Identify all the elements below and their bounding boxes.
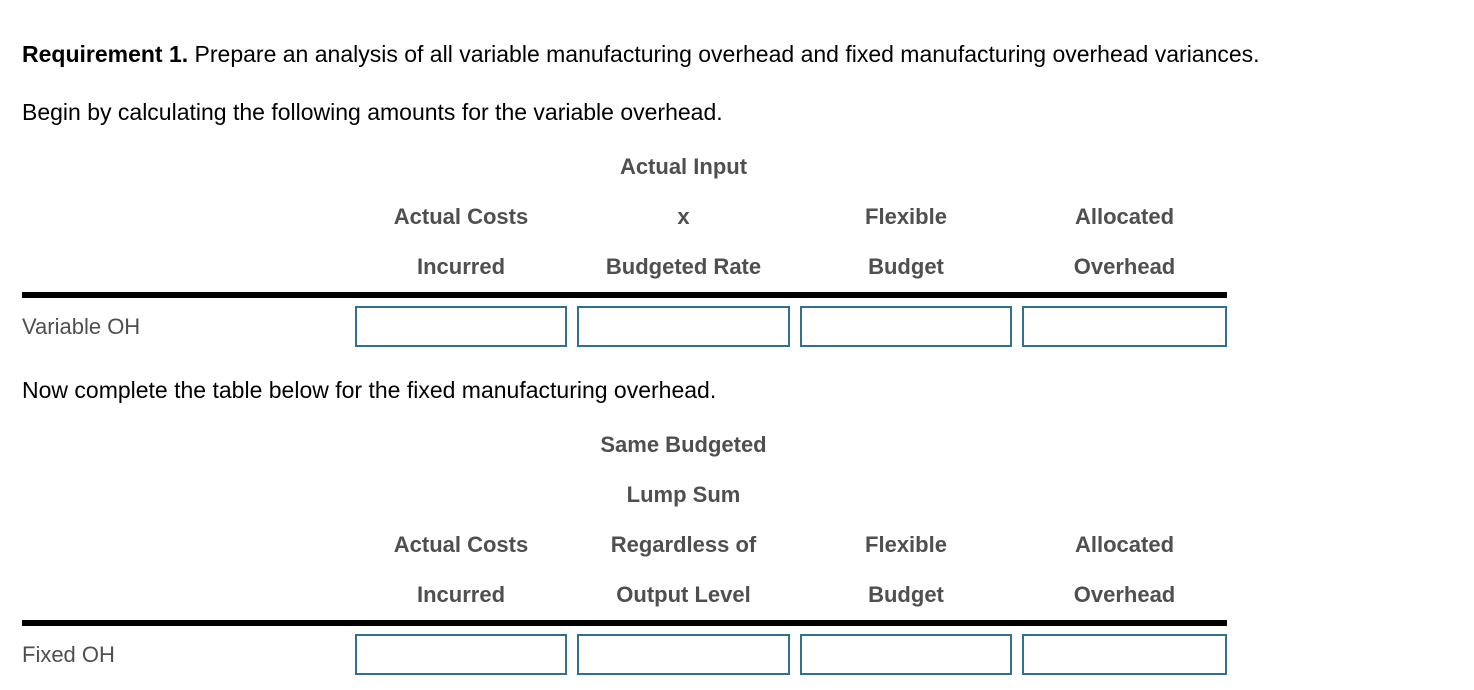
fixed-oh-row: Fixed OH [22, 634, 1227, 675]
fixed-col-same-budgeted-lump-sum: Same Budgeted Lump Sum Regardless of Out… [577, 420, 790, 620]
variable-oh-allocated-overhead-input[interactable] [1022, 306, 1227, 347]
row-label-variable-oh: Variable OH [22, 313, 141, 339]
fixed-oh-allocated-overhead-input[interactable] [1022, 634, 1227, 675]
requirement-text: Prepare an analysis of all variable manu… [194, 41, 1260, 67]
header-line: Flexible [865, 532, 947, 557]
header-line: Same Budgeted [600, 432, 767, 457]
requirement-line: Requirement 1. Prepare an analysis of al… [22, 40, 1474, 68]
variable-input-cell [1022, 306, 1227, 347]
header-line: Incurred [416, 582, 506, 607]
header-line: Allocated [1074, 204, 1175, 229]
fixed-oh-flexible-budget-input[interactable] [800, 634, 1012, 675]
header-line: Budget [868, 582, 944, 607]
variable-oh-actual-costs-incurred-input[interactable] [355, 306, 567, 347]
header-line: x [677, 204, 690, 229]
header-line: Overhead [1073, 582, 1176, 607]
requirement-label: Requirement 1. [22, 41, 189, 67]
header-line: Lump Sum [626, 482, 741, 507]
variable-input-cell [355, 306, 567, 347]
fixed-col-allocated-overhead: Allocated Overhead [1022, 520, 1227, 620]
fixed-oh-same-budgeted-lump-sum-input[interactable] [577, 634, 790, 675]
fixed-input-cell [355, 634, 567, 675]
header-line: Overhead [1073, 254, 1176, 279]
row-label-fixed-oh: Fixed OH [22, 641, 115, 667]
fixed-oh-actual-costs-incurred-input[interactable] [355, 634, 567, 675]
header-line: Actual Costs [393, 204, 529, 229]
variable-col-allocated-overhead: Allocated Overhead [1022, 192, 1227, 292]
variable-oh-row: Variable OH [22, 306, 1227, 347]
variable-oh-flexible-budget-input[interactable] [800, 306, 1012, 347]
header-line: Budgeted Rate [605, 254, 762, 279]
header-line: Actual Costs [393, 532, 529, 557]
fixed-input-cell [800, 634, 1012, 675]
variable-col-flexible-budget: Flexible Budget [800, 192, 1012, 292]
variable-input-cell [800, 306, 1012, 347]
variable-oh-table-header: Actual Costs Incurred Actual Input x Bud… [22, 142, 1227, 298]
fixed-col-actual-costs-incurred: Actual Costs Incurred [355, 520, 567, 620]
header-line: Output Level [616, 582, 751, 607]
fixed-input-cell [577, 634, 790, 675]
variable-input-cell [577, 306, 790, 347]
fixed-col-flexible-budget: Flexible Budget [800, 520, 1012, 620]
header-line: Regardless of [610, 532, 757, 557]
header-line: Allocated [1074, 532, 1175, 557]
fixed-input-cell [1022, 634, 1227, 675]
header-line: Budget [868, 254, 944, 279]
variable-col-actual-input-x-budgeted-rate: Actual Input x Budgeted Rate [577, 142, 790, 292]
fixed-oh-table-header: Actual Costs Incurred Same Budgeted Lump… [22, 420, 1227, 626]
variable-col-actual-costs-incurred: Actual Costs Incurred [355, 192, 567, 292]
header-line: Actual Input [619, 154, 748, 179]
header-line: Incurred [416, 254, 506, 279]
header-line: Flexible [865, 204, 947, 229]
variable-oh-actual-input-x-budgeted-rate-input[interactable] [577, 306, 790, 347]
fixed-instruction: Now complete the table below for the fix… [22, 377, 717, 403]
variable-instruction: Begin by calculating the following amoun… [22, 99, 723, 125]
